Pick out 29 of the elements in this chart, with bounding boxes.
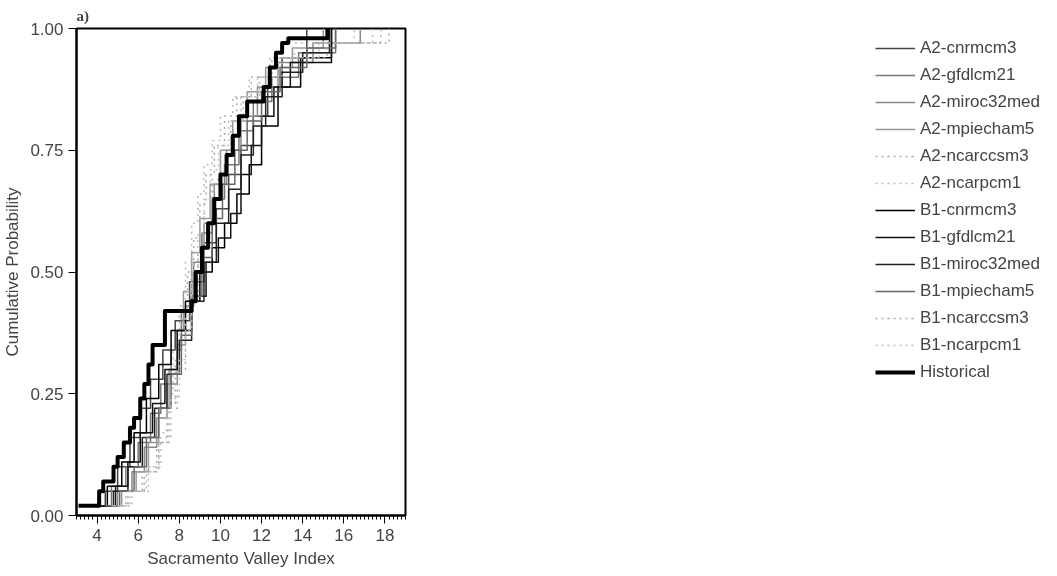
x-tick-label: 16 [334,525,354,545]
y-tick-label: 0.00 [30,506,64,526]
legend-label: B1-mpiecham5 [920,281,1035,301]
legend-label: B1-gfdlcm21 [920,227,1016,247]
legend-label: A2-ncarccsm3 [920,146,1029,166]
legend-label: B1-miroc32med [920,254,1040,274]
y-tick-label: 0.25 [30,384,64,404]
legend-label: B1-ncarpcm1 [920,335,1022,355]
legend-label: Historical [920,362,990,382]
legend-label: A2-mpiecham5 [920,119,1035,139]
x-tick-label: 6 [133,525,143,545]
x-tick-label: 18 [375,525,395,545]
y-tick-label: 0.75 [30,141,64,161]
legend-label: B1-cnrmcm3 [920,200,1017,220]
x-tick-label: 12 [252,525,272,545]
y-tick-label: 1.00 [30,19,64,39]
legend-label: A2-gfdlcm21 [920,65,1016,85]
legend-label: B1-ncarccsm3 [920,308,1029,328]
x-tick-label: 14 [293,525,313,545]
legend-label: A2-miroc32med [920,92,1040,112]
legend-label: A2-cnrmcm3 [920,38,1017,58]
x-tick-label: 4 [92,525,102,545]
text: a) [76,7,89,25]
y-axis-title: Cumulative Probability [3,186,23,357]
y-tick-label: 0.50 [30,263,64,282]
x-tick-label: 8 [174,525,185,545]
x-axis-title: Sacramento Valley Index [147,548,336,568]
x-tick-label: 10 [210,525,230,545]
legend-label: A2-ncarpcm1 [920,173,1022,193]
